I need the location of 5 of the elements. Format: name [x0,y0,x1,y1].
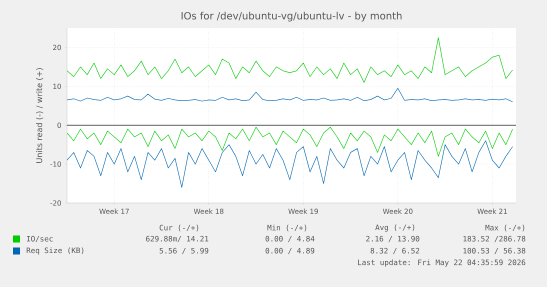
line-series [67,37,513,83]
line-series [67,88,513,102]
chart-title: IOs for /dev/ubuntu-vg/ubuntu-lv - by month [182,12,402,22]
y-axis-title: Units read (-) / write (+) [36,68,44,163]
line-series [67,140,513,188]
